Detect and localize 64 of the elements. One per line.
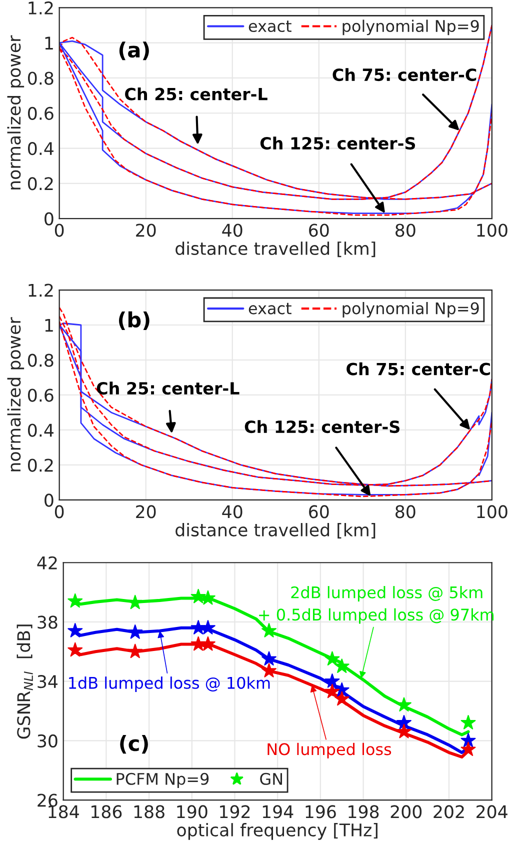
y-tick-label: 0.2 (28, 458, 53, 472)
x-tick-label: 20 (136, 224, 156, 237)
annotation: (c) (120, 735, 148, 754)
y-tick-label: 26 (38, 794, 58, 807)
x-tick-label: 198 (348, 805, 379, 818)
annotation: 2dB lumped loss @ 5km (291, 586, 482, 602)
y-tick-label: 1.2 (28, 1, 53, 14)
x-tick-label: 186 (92, 805, 122, 818)
y-tick-label: 0.8 (28, 354, 54, 367)
x-tick-label: 190 (177, 805, 208, 818)
x-tick-label: 100 (477, 224, 508, 237)
x-tick-label: 100 (477, 505, 508, 518)
annotation: Ch 75: center-C (346, 362, 490, 376)
y-tick-label: 0.8 (28, 72, 54, 85)
y-tick-label: 0.6 (28, 388, 54, 402)
x-tick-label: 40 (222, 224, 242, 237)
x-tick-label: 20 (136, 505, 156, 518)
legend-label: polynomial Np=9 (342, 20, 479, 36)
x-tick-label: 40 (222, 505, 242, 518)
y-tick-label: 1.2 (28, 284, 53, 297)
y-tick-label: 1 (45, 36, 53, 50)
y-tick-label: 0.2 (28, 177, 53, 190)
x-axis-title: optical frequency [THz] (177, 823, 378, 840)
x-tick-label: 202 (434, 805, 464, 818)
y-axis-title: GSNR$_{NLI}$ [dB] (16, 624, 33, 739)
y-tick-label: 0 (44, 212, 54, 226)
y-tick-label: 34 (38, 675, 58, 688)
annotation: Ch 125: center-S (244, 420, 400, 434)
x-tick-label: 184 (48, 805, 79, 818)
legend-label: PCFM Np=9 (116, 772, 209, 788)
y-tick-label: 1 (45, 318, 53, 332)
x-tick-label: 196 (306, 805, 336, 818)
annotation: Ch 25: center-L (125, 87, 268, 100)
y-tick-label: 0.4 (28, 424, 54, 437)
y-tick-label: 0.6 (28, 106, 54, 120)
annotation: NO lumped loss (268, 742, 392, 758)
annotation: Ch 25: center-L (96, 382, 240, 395)
annotation: (a) (119, 42, 149, 60)
legend-label: exact (248, 20, 292, 32)
y-tick-label: 38 (38, 616, 58, 629)
x-tick-label: 200 (390, 805, 422, 818)
x-tick-label: 188 (134, 805, 164, 818)
x-tick-label: 204 (476, 805, 508, 818)
x-tick-label: 80 (396, 505, 416, 518)
x-tick-label: 194 (262, 805, 294, 818)
x-tick-label: 60 (309, 505, 329, 518)
annotation: (b) (118, 311, 150, 330)
x-tick-label: 192 (220, 805, 250, 818)
legend-label: exact (248, 302, 292, 314)
annotation: Ch 75: center-C (332, 68, 476, 82)
x-tick-label: 60 (309, 224, 329, 237)
annotation: 1dB lumped loss @ 10km (69, 676, 270, 692)
x-axis-title: distance travelled [km] (176, 242, 376, 258)
legend-label: polynomial Np=9 (342, 302, 479, 318)
annotation: Ch 125: center-S (260, 136, 416, 150)
y-axis-title: normalized power (7, 35, 24, 190)
y-tick-label: 0 (44, 494, 54, 507)
x-axis-title: distance travelled [km] (176, 523, 376, 539)
y-tick-label: 0.4 (28, 142, 54, 156)
y-tick-label: 42 (37, 556, 57, 570)
y-axis-title: normalized power (7, 317, 24, 472)
y-tick-label: 30 (38, 734, 58, 748)
legend-label: GN (260, 772, 282, 785)
x-tick-label: 80 (396, 224, 416, 237)
